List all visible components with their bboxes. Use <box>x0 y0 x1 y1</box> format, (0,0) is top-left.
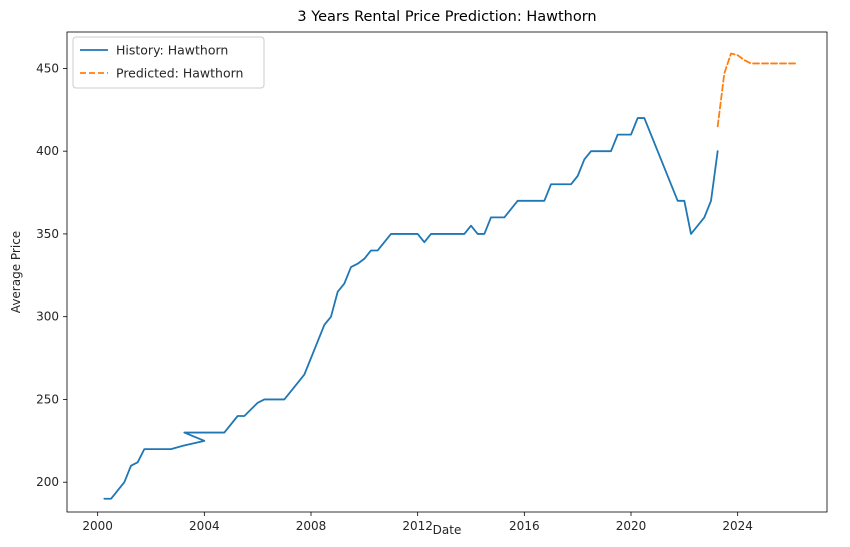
y-tick-label: 350 <box>36 227 59 241</box>
plot-lines <box>103 52 799 500</box>
y-axis-title: Average Price <box>9 231 23 313</box>
x-tick-label: 2000 <box>82 519 113 533</box>
legend-label-history: History: Hawthorn <box>116 43 228 58</box>
legend-label-predicted: Predicted: Hawthorn <box>116 66 243 81</box>
x-axis-ticks: 2000 2004 2008 2012 2016 2020 2024 <box>82 512 753 533</box>
x-tick-label: 2024 <box>722 519 753 533</box>
x-tick-label: 2020 <box>616 519 647 533</box>
series-line-history <box>103 117 719 500</box>
legend-box <box>72 36 265 89</box>
y-axis-ticks: 200 250 300 350 400 450 <box>36 61 67 489</box>
x-tick-label: 2004 <box>189 519 220 533</box>
y-tick-label: 250 <box>36 392 59 406</box>
chart-title: 3 Years Rental Price Prediction: Hawthor… <box>297 9 596 25</box>
series-line-predicted <box>716 52 799 128</box>
y-tick-label: 400 <box>36 144 59 158</box>
x-tick-label: 2012 <box>402 519 433 533</box>
x-axis-title: Date <box>433 523 462 537</box>
plot-frame <box>66 31 828 513</box>
legend: History: Hawthorn Predicted: Hawthorn <box>72 36 265 89</box>
x-tick-label: 2008 <box>296 519 327 533</box>
y-tick-label: 300 <box>36 310 59 324</box>
y-tick-label: 200 <box>36 475 59 489</box>
x-tick-label: 2016 <box>509 519 540 533</box>
y-tick-label: 450 <box>36 61 59 75</box>
